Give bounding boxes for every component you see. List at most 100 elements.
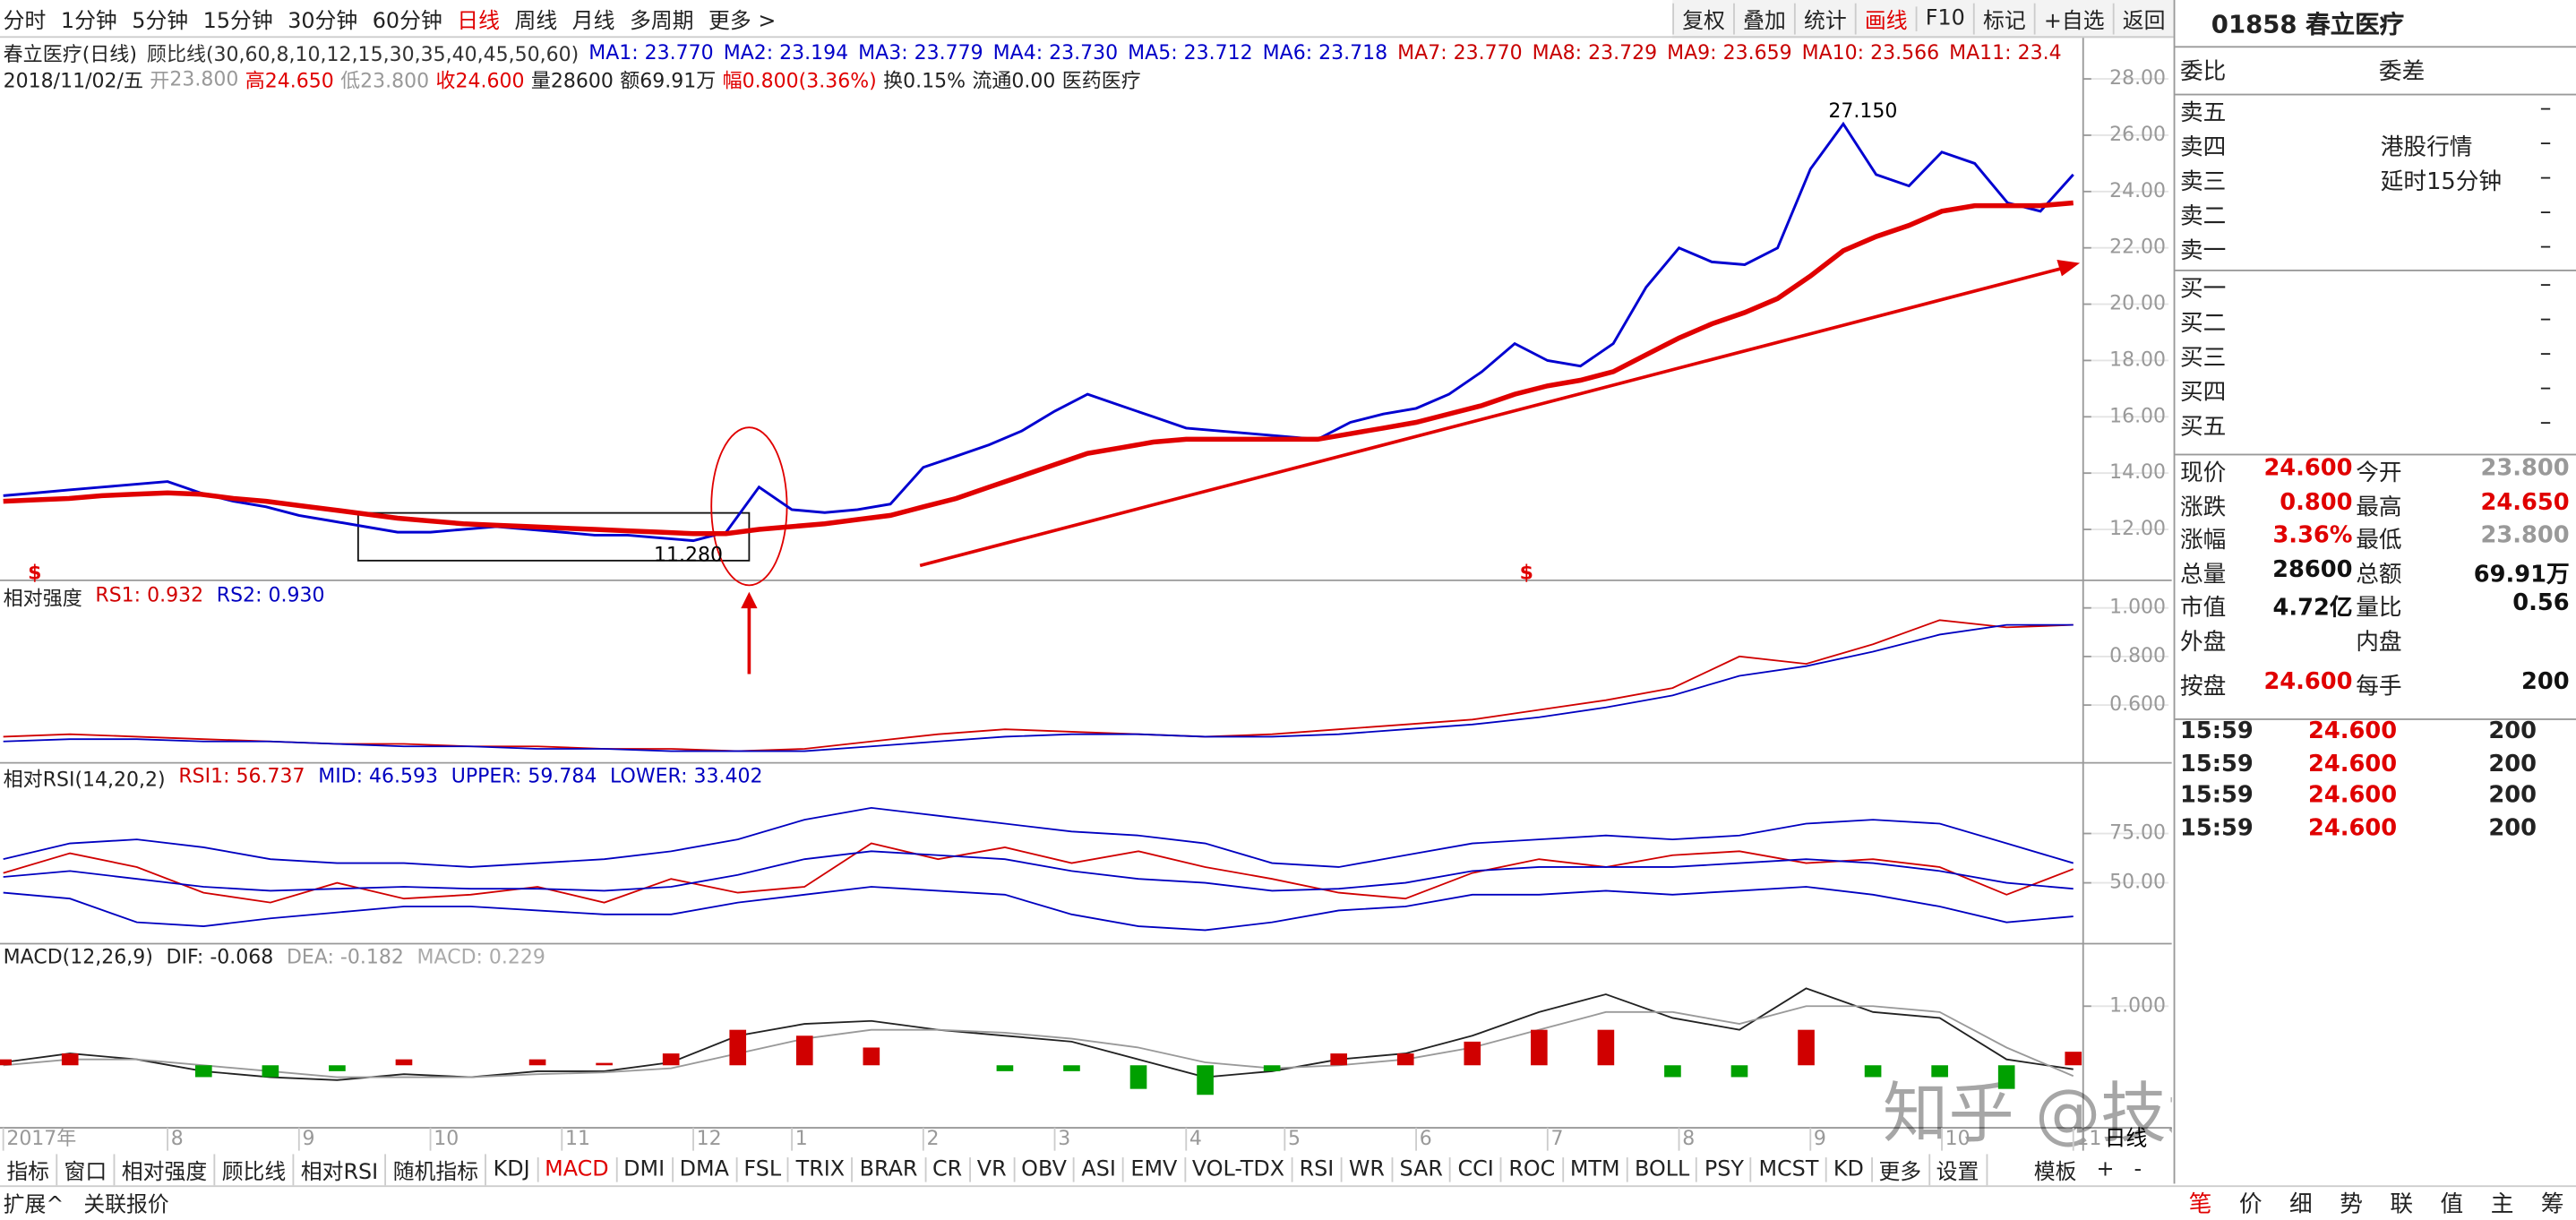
menu-item[interactable]: 日线 [457, 9, 501, 34]
indicator-tab[interactable]: DMA [673, 1156, 738, 1181]
info-item: 量28600 [530, 68, 614, 91]
panel-header: 相对强度 RS1: 0.932 RS2: 0.930 [4, 584, 325, 612]
related-quote[interactable]: 关联报价 [83, 1193, 169, 1219]
quote-tab[interactable]: 值 [2440, 1191, 2464, 1219]
indicator-tab[interactable]: CCI [1451, 1156, 1502, 1181]
series-line [3, 200, 2074, 537]
indicator-tab[interactable]: ASI [1075, 1156, 1125, 1181]
period-menu: 分时 1分钟 5分钟 15分钟 30分钟 60分钟 日线 周线 月线 多周期 更多 > [3, 4, 777, 34]
indicator-tab[interactable]: PSY [1698, 1156, 1753, 1181]
indicator-tab[interactable]: MACD [538, 1156, 617, 1181]
quote-tab[interactable]: 笔 [2188, 1191, 2212, 1219]
indicator-tab[interactable]: MCST [1752, 1156, 1827, 1181]
indicator-tab[interactable]: OBV [1015, 1156, 1076, 1181]
indicator-tab[interactable]: RSI [1292, 1156, 1343, 1181]
toolbar-button[interactable]: 模板 [2033, 1159, 2077, 1185]
y-tick-label: 18.00 [2109, 348, 2166, 371]
stat-label: 外盘 [2179, 629, 2227, 656]
series-line [3, 886, 2074, 932]
indicator-tab[interactable]: CR [926, 1156, 971, 1181]
toolbar-button[interactable]: 复权 [1672, 2, 1733, 34]
indicator-tab[interactable]: 指标 [0, 1153, 58, 1185]
indicator-tab[interactable]: ROC [1502, 1156, 1564, 1181]
stat-label: 市值 [2179, 595, 2227, 622]
bid-label: 买五 [2179, 414, 2227, 441]
indicator-tab[interactable]: SAR [1393, 1156, 1452, 1181]
menu-item[interactable]: 60分钟 [372, 9, 442, 34]
toolbar-button[interactable]: F10 [1915, 5, 1973, 30]
macd-bar [1129, 1065, 1147, 1089]
quote-tab[interactable]: 联 [2390, 1191, 2414, 1219]
macd-bar [729, 1029, 747, 1066]
toolbar-button[interactable]: + [2096, 1156, 2115, 1181]
macd-bar [1997, 1065, 2015, 1089]
toolbar-button[interactable]: 统计 [1793, 2, 1855, 34]
indicator-tab[interactable]: 更多 [1872, 1153, 1930, 1185]
ma-label: MA1: 23.770 [588, 40, 714, 64]
indicator-tab[interactable]: VOL-TDX [1186, 1156, 1293, 1181]
indicator-tab[interactable]: TRIX [789, 1156, 854, 1181]
indicator-tab[interactable]: BOLL [1628, 1156, 1698, 1181]
menu-item[interactable]: 5分钟 [132, 9, 189, 34]
macd-bar [262, 1065, 279, 1078]
trade-volume: 200 [2488, 782, 2537, 809]
indicator-tab[interactable]: KD [1827, 1156, 1873, 1181]
arrow-head [2057, 259, 2081, 277]
stat-label: 最高 [2356, 494, 2402, 520]
quote-tab[interactable]: 筹 [2540, 1191, 2564, 1219]
indicator-tab[interactable]: 随机指标 [386, 1153, 487, 1185]
info-item: 医药医疗 [1061, 68, 1141, 91]
menu-item[interactable]: 分时 [3, 9, 47, 34]
indicator-tab[interactable]: EMV [1124, 1156, 1186, 1181]
toolbar-button[interactable]: - [2134, 1156, 2142, 1181]
ma-label: MA3: 23.779 [858, 40, 983, 64]
indicator-tab[interactable]: WR [1342, 1156, 1394, 1181]
macd-bar [1464, 1041, 1481, 1066]
bottom-bar: 扩展^ 关联报价 [3, 1189, 169, 1219]
legend-entry: RS2: 0.930 [216, 583, 325, 607]
indicator-tab[interactable]: 设置 [1929, 1153, 1988, 1185]
y-tick-label: 16.00 [2109, 405, 2166, 427]
menu-item[interactable]: 30分钟 [288, 9, 358, 34]
indicator-tab[interactable]: MTM [1563, 1156, 1628, 1181]
quote-tab[interactable]: 细 [2289, 1191, 2313, 1219]
panel-header: MACD(12,26,9) DIF: -0.068 DEA: -0.182 MACD:… [4, 945, 545, 968]
menu-item[interactable]: 周线 [514, 9, 558, 34]
indicator-tab[interactable]: 顾比线 [215, 1153, 295, 1185]
panel-title: 相对RSI(14,20,2) [3, 768, 166, 791]
bid-label: 买一 [2179, 276, 2227, 303]
toolbar-button[interactable]: +自选 [2033, 2, 2113, 34]
info-item: 幅0.800(3.36%) [722, 68, 877, 91]
indicator-tab[interactable]: KDJ [486, 1156, 538, 1181]
indicator-tab[interactable]: 窗口 [57, 1153, 116, 1185]
indicator-tab[interactable]: 相对RSI [294, 1153, 387, 1185]
expand[interactable]: 扩展^ [3, 1193, 64, 1219]
trade-time: 15:59 [2179, 782, 2254, 809]
menu-item[interactable]: 月线 [571, 9, 615, 34]
info-item: 低23.800 [340, 68, 430, 91]
macd-bar [1730, 1065, 1748, 1078]
indicator-tab[interactable]: DMI [617, 1156, 674, 1181]
menu-item[interactable]: 多周期 [629, 9, 694, 34]
quote-tab[interactable]: 势 [2340, 1191, 2363, 1219]
macd-bar [528, 1059, 546, 1066]
stat-label: 总额 [2356, 561, 2402, 589]
indicator-tab[interactable]: VR [970, 1156, 1015, 1181]
indicator-tab[interactable]: BRAR [853, 1156, 926, 1181]
toolbar-button[interactable]: 画线 [1854, 2, 1916, 34]
menu-item[interactable]: 15分钟 [202, 9, 273, 34]
toolbar-button[interactable]: 标记 [1973, 2, 2034, 34]
macd-bar [1330, 1053, 1347, 1066]
indicator-tab[interactable]: 相对强度 [115, 1153, 216, 1185]
toolbar-button[interactable]: 返回 [2112, 2, 2174, 34]
y-tick-label: 50.00 [2109, 872, 2166, 894]
quote-tab[interactable]: 主 [2490, 1191, 2514, 1219]
menu-item[interactable]: 1分钟 [60, 9, 117, 34]
indicator-tab[interactable]: FSL [737, 1156, 790, 1181]
menu-item[interactable]: 更多 > [708, 9, 777, 34]
toolbar-button[interactable]: 叠加 [1733, 2, 1794, 34]
quote-tab[interactable]: 价 [2238, 1191, 2263, 1219]
notice: 港股行情 [2380, 134, 2473, 161]
